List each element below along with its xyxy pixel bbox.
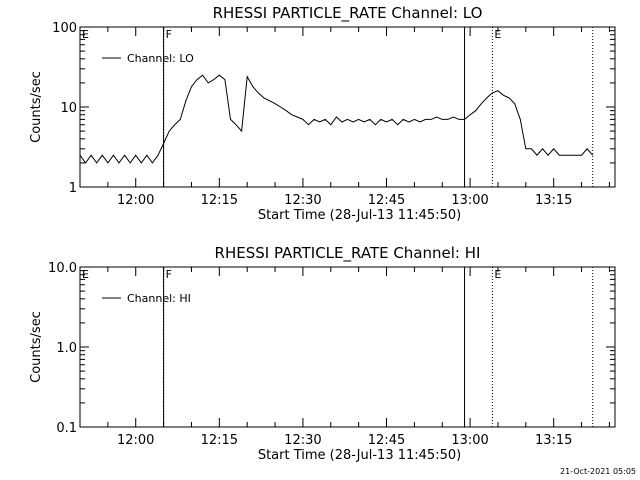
flag-letter: E <box>82 28 89 41</box>
chart-title: RHESSI PARTICLE_RATE Channel: LO <box>213 4 483 23</box>
x-tick-label: 12:30 <box>284 433 321 448</box>
x-axis-label: Start Time (28-Jul-13 11:45:50) <box>258 208 461 223</box>
panel-lo: RHESSI PARTICLE_RATE Channel: LO 1 10 100 12… <box>29 4 616 223</box>
x-tick-label: 13:00 <box>451 433 488 448</box>
flag-letter: E <box>494 28 501 41</box>
chart-title: RHESSI PARTICLE_RATE Channel: HI <box>215 244 481 263</box>
plot-frame <box>79 26 616 188</box>
y-tick-label: 100 <box>52 21 77 36</box>
series-line-channel-lo <box>79 74 594 164</box>
plot-frame <box>79 266 616 428</box>
y-axis-label: Counts/sec <box>29 71 44 143</box>
x-tick-label: 12:15 <box>201 193 238 208</box>
y-tick-label: 1 <box>69 181 77 196</box>
y-axis-label: Counts/sec <box>29 311 44 383</box>
x-tick-label: 12:00 <box>117 193 154 208</box>
flag-letter: E <box>82 268 89 281</box>
x-tick-label: 12:30 <box>284 193 321 208</box>
flag-letter: F <box>166 268 172 281</box>
x-tick-label: 12:45 <box>368 433 405 448</box>
x-axis-label: Start Time (28-Jul-13 11:45:50) <box>258 448 461 463</box>
y-tick-label: 10 <box>60 101 77 116</box>
y-tick-label: 0.1 <box>56 421 77 436</box>
flag-letter: F <box>166 28 172 41</box>
y-tick-label: 1.0 <box>56 341 77 356</box>
x-tick-label: 13:15 <box>535 193 572 208</box>
x-tick-label: 12:15 <box>201 433 238 448</box>
x-tick-label: 13:15 <box>535 433 572 448</box>
y-tick-label: 10.0 <box>48 261 77 276</box>
footer-timestamp: 21-Oct-2021 05:05 <box>560 467 636 476</box>
flag-letter: E <box>494 268 501 281</box>
x-tick-label: 12:00 <box>117 433 154 448</box>
legend-label: Channel: LO <box>127 52 194 65</box>
panel-hi: RHESSI PARTICLE_RATE Channel: HI 0.1 1.0 10… <box>29 244 616 463</box>
x-tick-label: 12:45 <box>368 193 405 208</box>
x-tick-label: 13:00 <box>451 193 488 208</box>
legend-label: Channel: HI <box>127 292 191 305</box>
